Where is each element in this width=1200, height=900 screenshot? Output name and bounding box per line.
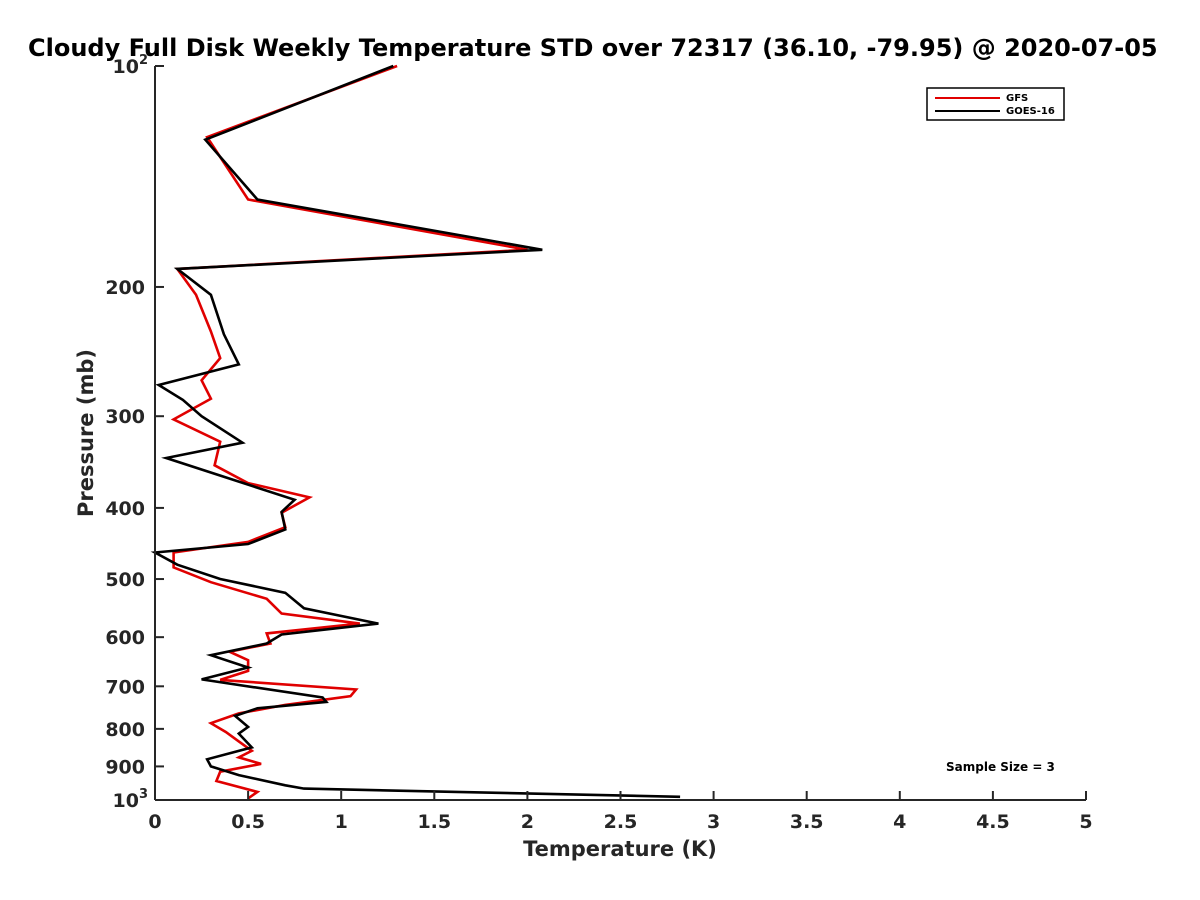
x-tick-label: 4 <box>893 811 906 833</box>
y-tick-label: 600 <box>105 627 145 649</box>
x-tick-label: 5 <box>1079 811 1092 833</box>
x-tick-label: 2 <box>521 811 534 833</box>
y-tick-label: 500 <box>105 569 145 591</box>
y-tick-label: 200 <box>105 277 145 299</box>
y-tick-label: 103 <box>113 787 149 812</box>
legend-box <box>926 87 1065 121</box>
series-line-gfs <box>170 64 528 800</box>
x-tick-label: 3 <box>707 811 720 833</box>
sample-size-annotation: Sample Size = 3 <box>946 760 1055 774</box>
x-tick-label: 3.5 <box>790 811 824 833</box>
chart-title: Cloudy Full Disk Weekly Temperature STD … <box>28 34 1158 62</box>
x-tick-label: 2.5 <box>604 811 638 833</box>
x-tick-label: 4.5 <box>976 811 1010 833</box>
x-tick-label: 0.5 <box>231 811 265 833</box>
y-tick-label: 102 <box>113 53 149 78</box>
series-line-goes-16 <box>150 64 681 799</box>
x-tick-label: 0 <box>148 811 161 833</box>
series-group <box>150 64 681 800</box>
y-tick-label: 300 <box>105 406 145 428</box>
y-tick-label: 400 <box>105 498 145 520</box>
x-tick-label: 1.5 <box>417 811 451 833</box>
y-axis-ticks: 102 200 300 400 500 600 700 800 900 103 <box>105 53 164 812</box>
x-tick-label: 1 <box>335 811 348 833</box>
x-axis-ticks: 0 0.5 1 1.5 2 2.5 3 3.5 4 4.5 5 <box>148 791 1093 833</box>
x-axis-label: Temperature (K) <box>523 837 717 861</box>
y-tick-label: 700 <box>105 676 145 698</box>
y-axis-label: Pressure (mb) <box>74 349 98 517</box>
legend-label-goes16: GOES-16 <box>1006 106 1055 117</box>
legend: GFS GOES-16 <box>926 87 1065 121</box>
y-tick-label: 800 <box>105 719 145 741</box>
legend-label-gfs: GFS <box>1006 93 1028 104</box>
y-tick-label: 900 <box>105 756 145 778</box>
